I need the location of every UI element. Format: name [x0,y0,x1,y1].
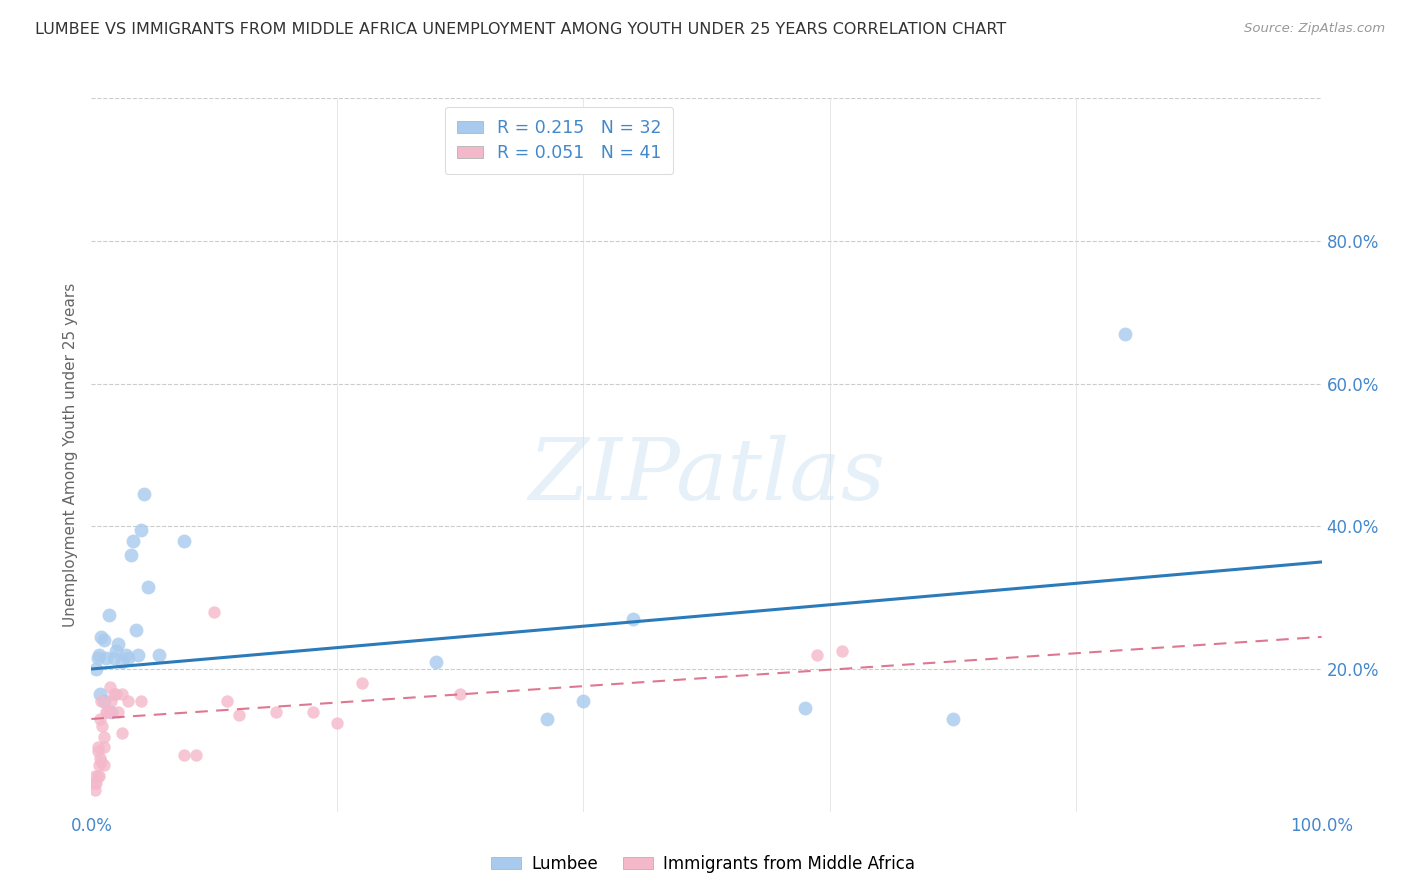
Point [202,605,225,619]
Point [103,687,125,701]
Point [105,644,127,658]
Point [114,648,138,662]
Point [97,608,120,623]
Point [100,705,122,719]
Point [84,769,107,783]
Point [941,712,963,726]
Point [90,755,112,769]
Point [117,651,139,665]
Point [536,712,558,726]
Point [96,705,117,719]
Point [86,662,108,676]
Point [621,612,644,626]
Point [134,487,156,501]
Point [98,705,121,719]
Point [449,687,471,701]
Point [93,694,115,708]
Point [96,651,117,665]
Point [87,648,110,662]
Point [89,712,111,726]
Point [105,687,127,701]
Legend: R = 0.215   N = 32, R = 0.051   N = 41: R = 0.215 N = 32, R = 0.051 N = 41 [444,107,673,174]
Point [93,730,115,744]
Point [86,651,108,665]
Point [90,694,112,708]
Point [83,776,105,790]
Point [107,637,129,651]
Point [86,740,108,755]
Point [117,694,139,708]
Point [124,623,146,637]
Point [326,715,349,730]
Point [96,705,118,719]
Point [215,694,238,708]
Point [1114,326,1136,341]
Point [98,680,121,694]
Point [103,651,125,665]
Point [352,676,374,690]
Point [93,633,115,648]
Point [806,648,828,662]
Point [136,580,159,594]
Point [129,523,152,537]
Point [148,648,170,662]
Point [107,705,129,719]
Point [93,758,115,772]
Point [111,726,134,740]
Point [572,694,595,708]
Point [173,533,195,548]
Point [173,747,195,762]
Point [184,747,207,762]
Point [84,783,107,797]
Point [111,687,134,701]
Point [122,533,145,548]
Point [120,548,142,562]
Point [129,694,152,708]
Point [100,694,122,708]
Point [89,751,111,765]
Point [264,705,287,719]
Point [301,705,323,719]
Point [111,655,134,669]
Point [90,630,112,644]
Text: ZIPatlas: ZIPatlas [527,435,886,517]
Point [87,769,110,783]
Text: LUMBEE VS IMMIGRANTS FROM MIDDLE AFRICA UNEMPLOYMENT AMONG YOUTH UNDER 25 YEARS : LUMBEE VS IMMIGRANTS FROM MIDDLE AFRICA … [35,22,1007,37]
Point [127,648,149,662]
Y-axis label: Unemployment Among Youth under 25 years: Unemployment Among Youth under 25 years [63,283,79,627]
Text: Source: ZipAtlas.com: Source: ZipAtlas.com [1244,22,1385,36]
Point [831,644,853,658]
Point [228,708,250,723]
Point [425,655,447,669]
Point [86,776,108,790]
Point [89,687,111,701]
Point [91,719,114,733]
Point [86,744,108,758]
Legend: Lumbee, Immigrants from Middle Africa: Lumbee, Immigrants from Middle Africa [485,848,921,880]
Point [86,769,108,783]
Point [793,701,815,715]
Point [87,758,110,772]
Point [93,740,115,755]
